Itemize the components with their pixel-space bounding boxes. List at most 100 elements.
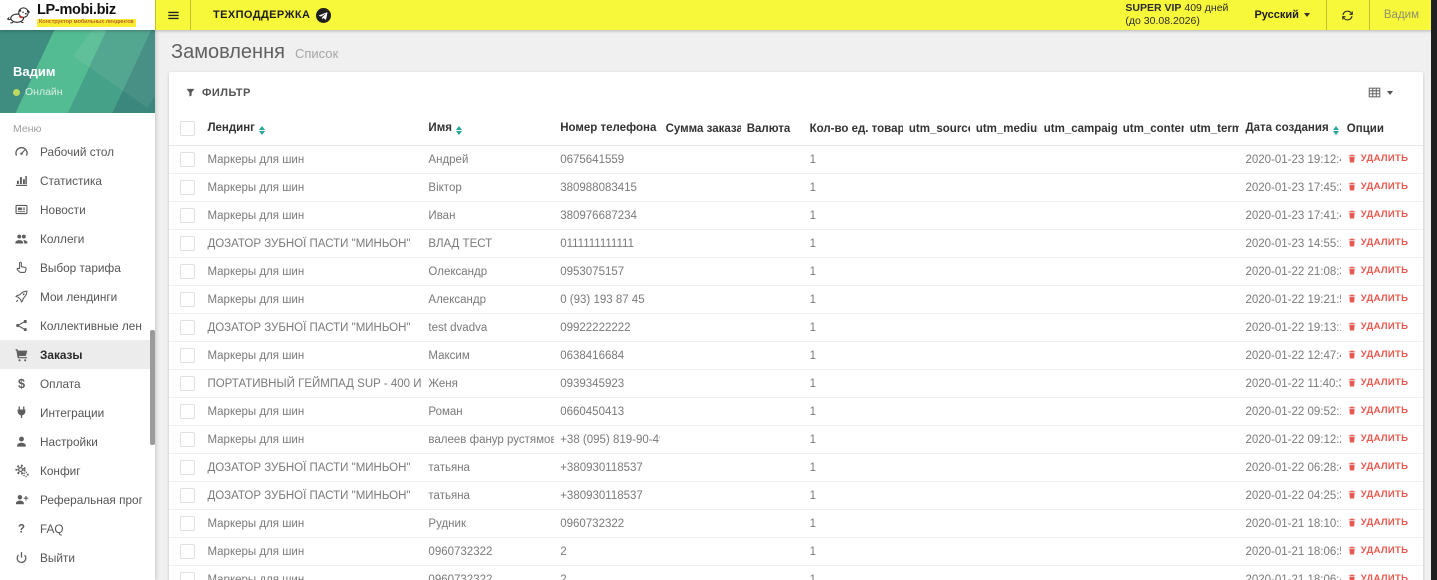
cell-utm-medium: [969, 341, 1038, 370]
delete-button[interactable]: УДАЛИТЬ: [1347, 573, 1408, 580]
trash-icon: [1347, 489, 1357, 500]
sidebar-item-label: Реферальная программа: [40, 492, 142, 507]
cell-landing: Маркеры для шин: [201, 145, 423, 174]
row-checkbox[interactable]: [180, 320, 195, 335]
sidebar-item[interactable]: Рабочий стол: [0, 137, 155, 166]
sidebar-item[interactable]: Выйти: [0, 543, 155, 572]
sidebar-item[interactable]: Заказы: [0, 340, 155, 369]
row-checkbox[interactable]: [180, 432, 195, 447]
cell-utm-term: [1183, 481, 1240, 510]
cell-utm-term: [1183, 565, 1240, 580]
cell-utm-term: [1183, 201, 1240, 230]
sidebar-item[interactable]: Настройки: [0, 427, 155, 456]
trash-icon: [1347, 433, 1357, 444]
cell-utm-campaign: [1037, 173, 1117, 202]
topbar: LP-mobi.biz Конструктор мобильных лендин…: [0, 0, 1437, 30]
sidebar-item[interactable]: Новости: [0, 195, 155, 224]
sidebar-scrollbar-thumb[interactable]: [150, 330, 155, 445]
sidebar-item[interactable]: Статистика: [0, 166, 155, 195]
cell-utm-term: [1183, 173, 1240, 202]
delete-button[interactable]: УДАЛИТЬ: [1347, 293, 1408, 304]
divider: [190, 0, 191, 30]
row-checkbox[interactable]: [180, 460, 195, 475]
cell-created: 2020-01-21 18:06:50: [1239, 537, 1341, 566]
cell-qty: 1: [803, 537, 903, 566]
column-header-created[interactable]: Дата создания: [1239, 112, 1341, 146]
delete-button[interactable]: УДАЛИТЬ: [1347, 321, 1408, 332]
sidebar-menu: Рабочий стол Статистика Новости Коллеги …: [0, 137, 155, 572]
sidebar-item[interactable]: Выбор тарифа: [0, 253, 155, 282]
cell-utm-content: [1116, 481, 1184, 510]
support-button[interactable]: ТЕХПОДДЕРЖКА: [191, 0, 353, 30]
sidebar-item[interactable]: FAQ: [0, 514, 155, 543]
row-checkbox[interactable]: [180, 208, 195, 223]
sidebar-item[interactable]: Мои лендинги: [0, 282, 155, 311]
row-checkbox[interactable]: [180, 264, 195, 279]
language-select[interactable]: Русский: [1238, 0, 1325, 30]
cell-name: Віктор: [422, 173, 555, 202]
cell-landing: Маркеры для шин: [201, 285, 423, 314]
delete-button[interactable]: УДАЛИТЬ: [1347, 181, 1408, 192]
columns-toggle-button[interactable]: [1367, 85, 1407, 100]
cell-sum: [659, 313, 741, 342]
sidebar-item[interactable]: Реферальная программа: [0, 485, 155, 514]
column-header-landing[interactable]: Лендинг: [201, 112, 423, 146]
delete-button[interactable]: УДАЛИТЬ: [1347, 209, 1408, 220]
cell-utm-term: [1183, 425, 1240, 454]
rocket-icon: [13, 289, 29, 305]
cell-qty: 1: [803, 509, 903, 538]
cell-qty: 1: [803, 341, 903, 370]
column-header-name[interactable]: Имя: [422, 112, 555, 146]
delete-button[interactable]: УДАЛИТЬ: [1347, 377, 1408, 388]
row-checkbox[interactable]: [180, 180, 195, 195]
main-content: Замовлення Список ФИЛЬТР: [155, 30, 1437, 580]
delete-button[interactable]: УДАЛИТЬ: [1347, 545, 1408, 556]
logo[interactable]: LP-mobi.biz Конструктор мобильных лендин…: [0, 0, 155, 30]
menu-toggle-button[interactable]: [156, 0, 190, 30]
cell-qty: 1: [803, 565, 903, 580]
row-checkbox[interactable]: [180, 236, 195, 251]
row-checkbox[interactable]: [180, 292, 195, 307]
delete-button[interactable]: УДАЛИТЬ: [1347, 489, 1408, 500]
delete-button[interactable]: УДАЛИТЬ: [1347, 237, 1408, 248]
refresh-button[interactable]: [1327, 0, 1369, 30]
row-checkbox[interactable]: [180, 488, 195, 503]
page-scrollbar[interactable]: [1431, 0, 1437, 580]
select-all-checkbox[interactable]: [180, 121, 195, 136]
row-checkbox[interactable]: [180, 544, 195, 559]
filter-button[interactable]: ФИЛЬТР: [185, 87, 251, 99]
delete-button[interactable]: УДАЛИТЬ: [1347, 265, 1408, 276]
cell-name: валеев фанур рустямович: [422, 425, 555, 454]
sidebar-item[interactable]: Конфиг: [0, 456, 155, 485]
cell-landing: Маркеры для шин: [201, 257, 423, 286]
row-checkbox[interactable]: [180, 404, 195, 419]
sidebar-item[interactable]: Коллеги: [0, 224, 155, 253]
row-checkbox[interactable]: [180, 348, 195, 363]
table-row: ДОЗАТОР ЗУБНОЇ ПАСТИ "МИНЬОН" татьяна +3…: [169, 481, 1423, 510]
cell-utm-source: [902, 453, 970, 482]
column-header-phone[interactable]: Номер телефона: [554, 112, 660, 146]
sidebar-item[interactable]: Оплата: [0, 369, 155, 398]
row-checkbox[interactable]: [180, 572, 195, 580]
delete-button[interactable]: УДАЛИТЬ: [1347, 517, 1408, 528]
cell-utm-medium: [969, 145, 1038, 174]
sidebar-item[interactable]: Интеграции: [0, 398, 155, 427]
delete-button[interactable]: УДАЛИТЬ: [1347, 461, 1408, 472]
cell-utm-source: [902, 537, 970, 566]
cell-landing: Маркеры для шин: [201, 173, 423, 202]
sidebar-item[interactable]: Коллективные лендинги: [0, 311, 155, 340]
delete-button[interactable]: УДАЛИТЬ: [1347, 349, 1408, 360]
delete-button[interactable]: УДАЛИТЬ: [1347, 433, 1408, 444]
row-checkbox[interactable]: [180, 516, 195, 531]
table-row: Маркеры для шин Максим 0638416684 1 2020…: [169, 341, 1423, 370]
user-menu[interactable]: Вадим: [1370, 0, 1437, 30]
delete-button[interactable]: УДАЛИТЬ: [1347, 153, 1408, 164]
cell-utm-campaign: [1037, 509, 1117, 538]
cell-currency: [740, 481, 804, 510]
row-checkbox[interactable]: [180, 152, 195, 167]
share-icon: [13, 318, 29, 334]
cell-utm-content: [1116, 145, 1184, 174]
cell-phone: 0675641559: [554, 145, 660, 174]
delete-button[interactable]: УДАЛИТЬ: [1347, 405, 1408, 416]
row-checkbox[interactable]: [180, 376, 195, 391]
